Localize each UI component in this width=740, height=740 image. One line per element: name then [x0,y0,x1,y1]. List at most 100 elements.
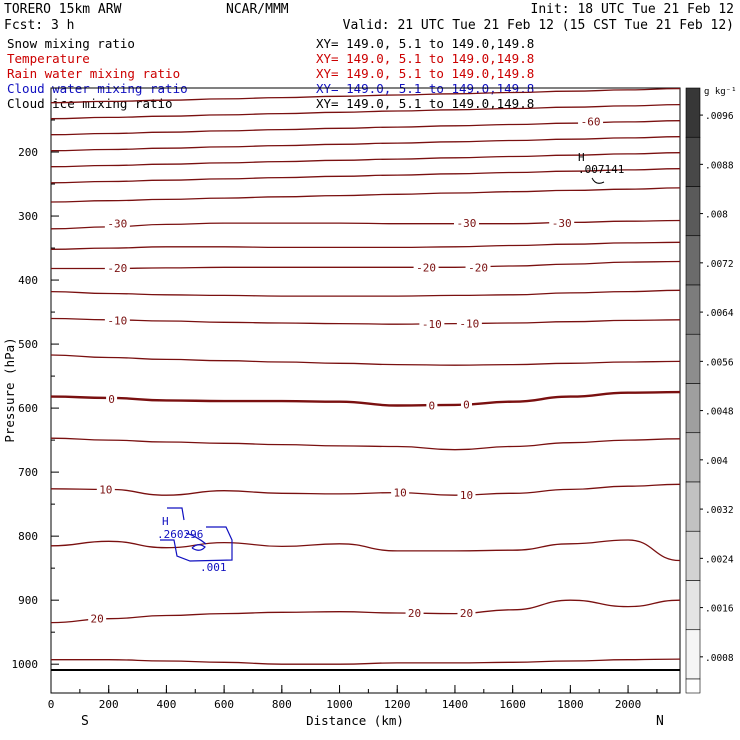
y-tick-label: 200 [18,146,38,159]
colorbar-swatch [685,284,701,335]
temperature-contour-m40 [50,168,681,184]
contour-label: -30 [107,218,127,231]
colorbar-unit: g kg⁻¹ [704,87,737,97]
contour-label-bg [457,489,476,502]
contour-label-bg [391,486,410,499]
contour-label-bg [460,398,472,411]
contour-label-bg [405,606,424,619]
x-axis-label: Distance (km) [306,713,404,728]
field-legend: Snow mixing ratio XY= 149.0, 5.1 to 149.… [7,36,534,111]
colorbar-tick-label: .0008 [705,653,734,664]
colorbar-tick-label: .004 [705,456,728,467]
colorbar-swatch [685,530,701,581]
temperature-contour-m30 [50,219,681,230]
y-tick-label: 900 [18,594,38,607]
temperature-contour-25 [50,658,681,665]
colorbar-swatch [685,136,701,187]
temperature-contour-m15 [50,289,681,297]
x-tick-label: 600 [214,698,234,711]
colorbar-tick-label: .0016 [705,604,734,615]
contour-label-bg [104,217,130,230]
contour-label: 20 [91,613,104,626]
cloud-water-feature: H .260296 .001 [157,507,233,574]
contour-label-bg [456,317,482,330]
contour-label: 0 [108,393,115,406]
colorbar-swatch [685,235,701,286]
y-tick-label: 300 [18,210,38,223]
y-tick-label: 1000 [12,658,39,671]
colorbar-tick-label: .0024 [705,554,734,565]
contour-label-bg [104,314,130,327]
field-name-rain: Rain water mixing ratio [7,66,180,81]
contour-label-bg [413,261,439,274]
contour-label-bg [457,606,476,619]
contour-label-bg [426,399,438,412]
colorbar-swatch [685,333,701,384]
x-tick-label: 800 [272,698,292,711]
temperature-contour-5 [50,437,681,451]
temperature-contour-m5 [50,354,681,366]
contour-label: -10 [459,318,479,331]
colorbar-tick-label: .0064 [705,308,734,319]
temperature-contour-labels: -60 -30 -30 -30 -20 -20 -20 -10 -10 -10 0 0 0 10 10 10 2… [88,115,604,626]
model-title: TORERO 15km ARW [4,2,122,17]
x-tick-label: 1400 [442,698,469,711]
colorbar-tick-label: .0032 [705,505,734,516]
contour-label: -20 [107,262,127,275]
temperature-contour-15 [50,539,681,562]
x-tick-label: 400 [156,698,176,711]
x-tick-label: 1000 [326,698,353,711]
colorbar-swatch [685,432,701,483]
north-label: N [656,714,664,729]
field-name-snow: Snow mixing ratio [7,36,135,51]
temperature-contour-m25 [50,241,681,250]
x-tick-label: 2000 [615,698,642,711]
contour-label: -30 [552,217,572,230]
colorbar-tick-label: .0048 [705,407,734,418]
y-axis-label: Pressure (hPa) [2,337,17,442]
cloud-water-high-value: .260296 [157,528,203,541]
field-xy-temperature: XY= 149.0, 5.1 to 149.0,149.8 [316,51,534,66]
cloud-ice-high-value: .007141 [578,163,624,176]
temperature-contour-m60 [50,103,681,120]
colorbar-swatch [685,481,701,532]
cloud-ice-contour [591,177,605,184]
colorbar-tick-label: .0088 [705,160,734,171]
temperature-contour-m55 [50,120,681,136]
contour-label: -10 [107,314,127,327]
cloud-water-high-marker: H [162,515,169,528]
contour-label-bg [578,115,604,128]
plot-frame [50,87,681,694]
cloud-ice-high-marker: H [578,151,585,164]
contour-label-bg [549,217,575,230]
field-xy-cloud-ice: XY= 149.0, 5.1 to 149.0,149.8 [316,96,534,111]
contour-label: -30 [457,217,477,230]
x-tick-label: 200 [99,698,119,711]
cloud-water-contour [160,507,233,562]
cloud-ice-feature: H .007141 [578,151,624,184]
field-name-cloud-ice: Cloud ice mixing ratio [7,96,173,111]
contour-label-bg [88,612,107,625]
forecast-hour: Fcst: 3 h [4,18,74,33]
colorbar-tick-label: .0096 [705,111,734,122]
contour-label: -10 [422,318,442,331]
south-label: S [81,714,89,729]
x-tick-label: 1200 [384,698,411,711]
axes: 0 200 400 600 800 1000 1200 1400 1600 1800 2000200… [12,119,658,711]
colorbar-swatch [685,383,701,434]
contour-label: 10 [393,487,406,500]
colorbar-swatch [685,186,701,237]
contour-label-bg [419,318,445,331]
init-time: Init: 18 UTC Tue 21 Feb 12 [531,2,735,17]
colorbar-tick-label: .0056 [705,357,734,368]
temperature-contour-m35 [50,187,681,203]
contour-label-bg [453,217,479,230]
contour-label: -20 [468,261,488,274]
y-tick-label: 400 [18,274,38,287]
temperature-contour-m65 [50,87,681,104]
colorbar-swatch [685,580,701,631]
temperature-contour-20 [50,599,681,624]
colorbar: g kg⁻¹ .0096 .0088 .008 .0072 .0064 .0056 .004… [685,87,737,694]
contour-label: 20 [408,607,421,620]
